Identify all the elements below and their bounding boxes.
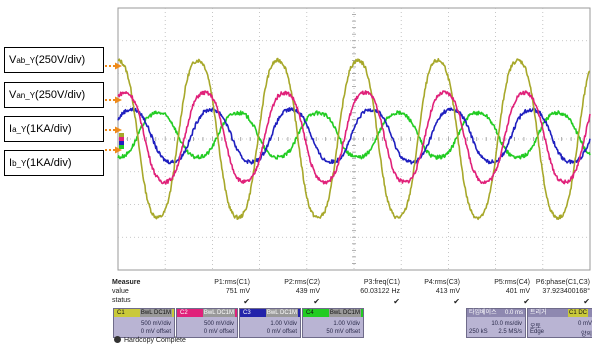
timebase-delay: 0.0 ms	[504, 310, 523, 316]
param-name[interactable]: P2:rms(C2)	[284, 279, 320, 286]
pointer-arrow-head	[115, 62, 122, 70]
trigger-box[interactable]: 트리거 C1 DC 오토 0 mV Edge 양의	[527, 308, 592, 338]
channel-markers	[105, 62, 124, 154]
measure-name-row: Measure P1:rms(C1) P2:rms(C2) P3:freq(C1…	[112, 279, 590, 288]
channel-name: C4	[306, 310, 314, 316]
param-value: 60.03122 Hz	[360, 288, 400, 295]
channel-name: C2	[180, 310, 188, 316]
status-row-label: status	[112, 297, 131, 304]
channel-scale: 1.00 V/div	[270, 321, 297, 327]
measure-title: Measure	[112, 279, 141, 286]
trace-c4	[117, 110, 591, 160]
label-vab-main: V	[9, 54, 17, 66]
trigger-title: 트리거	[530, 310, 547, 316]
param-value: 439 mV	[295, 288, 320, 295]
channel-offset: 0 mV offset	[140, 329, 171, 335]
channel-mode: BwL DC1M	[265, 309, 298, 317]
trigger-channel: C1 DC	[568, 309, 589, 317]
channel-mode: BwL DC1M	[202, 309, 235, 317]
status-check-icon: ✔	[393, 297, 400, 306]
label-ib-sub: b_Y	[12, 158, 27, 168]
timebase-samples: 250 kS	[469, 329, 488, 335]
param-value: 401 mV	[505, 288, 530, 295]
label-vab-rest: (250V/div)	[35, 54, 86, 66]
channel-box-c1[interactable]: C1 BwL DC1M 500 mV/div 0 mV offset	[113, 308, 175, 338]
channel-header: C2 BwL DC1M	[177, 309, 237, 317]
param-name[interactable]: P6:phase(C1,C3)	[535, 279, 590, 286]
param-value: 413 mV	[435, 288, 460, 295]
channel-marker	[119, 133, 124, 137]
label-van-main: V	[9, 89, 17, 101]
param-value: 751 mV	[225, 288, 250, 295]
trigger-mode: 오토	[530, 324, 542, 330]
channel-name: C1	[117, 310, 125, 316]
trigger-header: 트리거 C1 DC	[528, 309, 592, 317]
param-name[interactable]: P3:freq(C1)	[363, 279, 400, 286]
measure-panel: Measure P1:rms(C1) P2:rms(C2) P3:freq(C1…	[112, 279, 590, 309]
pointer-arrow-head	[115, 146, 122, 154]
param-value: 37.923400168°	[542, 288, 590, 295]
channel-box-c4[interactable]: C4 BwL DC1M 1.00 V/div 50 mV offset	[302, 308, 364, 338]
label-ib-rest: (1KA/div)	[26, 157, 72, 169]
trace-c1	[117, 57, 591, 221]
param-name[interactable]: P5:rms(C4)	[494, 279, 530, 286]
measure-status-row: status ✔ ✔ ✔ ✔ ✔ ✔	[112, 297, 590, 306]
channel-header: C4 BwL DC1M	[303, 309, 363, 317]
timebase-title: 타임베이스	[469, 310, 497, 316]
channel-offset: 50 mV offset	[326, 329, 360, 335]
label-ib-main: I	[9, 157, 13, 169]
trigger-type: Edge	[530, 329, 545, 335]
channel-offset: 0 mV offset	[203, 329, 234, 335]
channel-marker	[119, 137, 124, 141]
pointer-arrow-head	[115, 96, 122, 104]
channel-marker	[119, 145, 124, 149]
status-check-icon: ✔	[243, 297, 250, 306]
channel-scale: 500 mV/div	[203, 321, 234, 327]
channel-header: C1 BwL DC1M	[114, 309, 174, 317]
param-name[interactable]: P1:rms(C1)	[214, 279, 250, 286]
status-check-icon: ✔	[453, 297, 460, 306]
trigger-level: 0 mV	[577, 321, 592, 327]
channel-scale: 500 mV/div	[140, 321, 171, 327]
trace-c3	[117, 107, 591, 165]
status-check-icon: ✔	[313, 297, 320, 306]
channel-mode: BwL DC1M	[328, 309, 361, 317]
timebase-header: 타임베이스 0.0 ms	[467, 309, 525, 317]
trigger-slope: 양의	[580, 332, 592, 338]
status-check-icon: ✔	[523, 297, 530, 306]
timebase-box[interactable]: 타임베이스 0.0 ms 10.0 ms/div 250 kS 2.5 MS/s	[466, 308, 526, 338]
label-van-rest: (250V/div)	[35, 89, 86, 101]
trace-c2	[117, 90, 591, 185]
hardcopy-status: Hardcopy Complete	[114, 336, 186, 344]
value-row-label: value	[112, 288, 129, 295]
status-check-icon: ✔	[583, 297, 590, 306]
channel-mode: BwL DC1M	[139, 309, 172, 317]
hardcopy-text: Hardcopy Complete	[124, 337, 186, 344]
label-ia-main: I	[9, 123, 13, 135]
channel-box-c3[interactable]: C3 BwL DC1M 1.00 V/div 0 mV offset	[239, 308, 301, 338]
pointer-arrow-head	[115, 126, 122, 134]
channel-offset: 0 mV offset	[266, 329, 297, 335]
timebase-div: 10.0 ms/div	[491, 321, 522, 327]
channel-box-c2[interactable]: C2 BwL DC1M 500 mV/div 0 mV offset	[176, 308, 238, 338]
label-ia-rest: (1KA/div)	[26, 123, 72, 135]
timebase-rate: 2.5 MS/s	[498, 329, 522, 335]
channel-header: C3 BwL DC1M	[240, 309, 300, 317]
channel-marker	[119, 141, 124, 145]
label-van-sub: an_Y	[16, 90, 36, 100]
printer-icon	[114, 336, 121, 343]
channel-name: C3	[243, 310, 251, 316]
param-name[interactable]: P4:rms(C3)	[424, 279, 460, 286]
channel-scale: 1.00 V/div	[333, 321, 360, 327]
measure-value-row: value 751 mV 439 mV 60.03122 Hz 413 mV 4…	[112, 288, 590, 297]
label-vab-sub: ab_Y	[16, 55, 36, 65]
label-ia-sub: a_Y	[12, 124, 27, 134]
graticule	[117, 7, 591, 271]
waveform-traces	[117, 57, 591, 221]
